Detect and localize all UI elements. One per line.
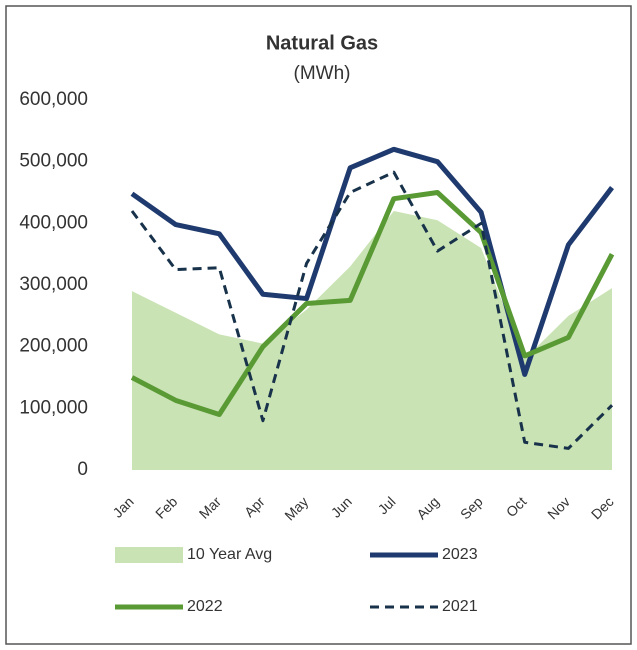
line [130, 190, 615, 417]
y-tick-label: 0 [77, 459, 88, 480]
legend-label: 10 Year Avg [187, 546, 272, 563]
legend-label: 2022 [187, 598, 223, 615]
legend-label: 2021 [442, 598, 478, 615]
chart-title: Natural Gas [266, 32, 378, 54]
chart-subtitle: (MWh) [294, 63, 351, 84]
y-tick-label: 300,000 [19, 274, 88, 295]
y-tick-label: 200,000 [19, 336, 88, 357]
y-tick-label: 400,000 [19, 212, 88, 233]
legend-label: 2023 [442, 546, 478, 563]
line [130, 170, 614, 450]
y-tick-label: 500,000 [19, 151, 88, 172]
y-tick-label: 100,000 [19, 397, 88, 418]
y-tick-label: 600,000 [19, 89, 88, 110]
legend-swatch [115, 547, 183, 563]
